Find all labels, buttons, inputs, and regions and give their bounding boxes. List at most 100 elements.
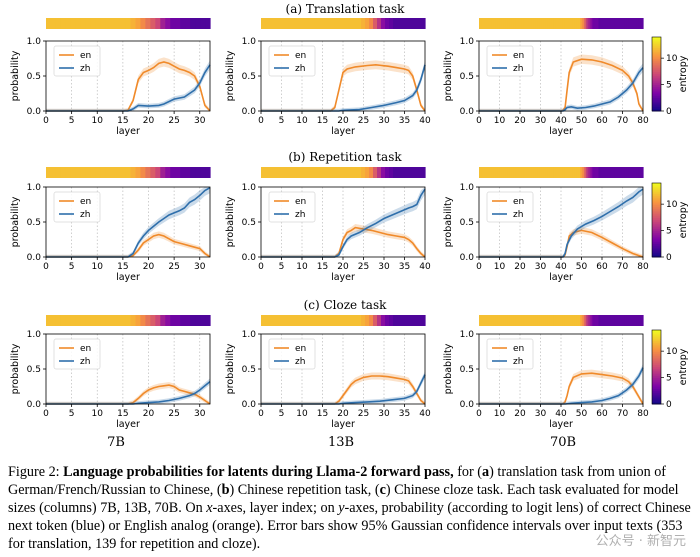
entropy-cell xyxy=(616,18,620,29)
x-axis-label: layer xyxy=(116,419,140,430)
entropy-cell xyxy=(630,315,634,326)
x-tick-label: 70 xyxy=(617,409,629,419)
entropy-cell xyxy=(175,315,181,326)
entropy-cell xyxy=(305,18,310,29)
colorbar-frame xyxy=(651,329,662,405)
entropy-cell xyxy=(529,315,533,326)
entropy-cell xyxy=(140,167,146,178)
entropy-cell xyxy=(110,167,117,178)
colorbar-label: entropy xyxy=(678,55,689,92)
colorbar-cell xyxy=(652,186,661,190)
colorbar-cell xyxy=(652,348,661,351)
entropy-cell xyxy=(505,18,508,29)
colorbar-cell xyxy=(652,223,661,227)
entropy-cell xyxy=(545,18,549,29)
entropy-cell xyxy=(525,167,529,178)
entropy-cell xyxy=(333,18,338,29)
entropy-cell xyxy=(598,18,602,29)
entropy-cell xyxy=(385,167,390,178)
entropy-cell xyxy=(547,315,551,326)
entropy-cell xyxy=(549,167,553,178)
entropy-cell xyxy=(417,18,422,29)
entropy-cell xyxy=(145,18,151,29)
entropy-cell xyxy=(570,18,573,29)
colorbar-cell xyxy=(652,337,661,340)
entropy-cell xyxy=(120,167,127,178)
entropy-cell xyxy=(265,18,270,29)
colorbar-tick-label: 0 xyxy=(666,253,672,263)
entropy-cell xyxy=(381,18,386,29)
entropy-cell xyxy=(594,18,598,29)
entropy-cell xyxy=(205,18,211,29)
colorbar-cell xyxy=(652,402,661,405)
x-tick-label: 15 xyxy=(117,262,128,272)
entropy-cell xyxy=(140,18,146,29)
y-tick-label: 1.0 xyxy=(460,183,475,193)
entropy-cell xyxy=(501,167,504,178)
entropy-cell xyxy=(115,167,122,178)
colorbar-cell xyxy=(652,94,661,97)
entropy-cell xyxy=(145,315,151,326)
entropy-cell xyxy=(535,315,539,326)
entropy-cell xyxy=(551,18,555,29)
colorbar-tick-label: 5 xyxy=(666,227,672,237)
entropy-cell xyxy=(185,18,191,29)
entropy-cell xyxy=(521,167,525,178)
entropy-cell xyxy=(547,18,551,29)
colorbar-cell xyxy=(652,339,661,342)
zh-series-line xyxy=(479,67,644,112)
colorbar-cell xyxy=(652,398,661,401)
colorbar-cell xyxy=(652,365,661,368)
colorbar-cell xyxy=(652,214,661,217)
entropy-cell xyxy=(539,167,543,178)
x-tick-label: 30 xyxy=(194,116,206,126)
colorbar-cell xyxy=(652,201,661,204)
entropy-cell xyxy=(175,167,181,178)
entropy-cell xyxy=(485,167,488,178)
entropy-cell xyxy=(160,18,166,29)
entropy-cell xyxy=(634,167,638,178)
colorbar-cell xyxy=(652,218,661,221)
colorbar-cell xyxy=(652,212,661,215)
entropy-cell xyxy=(616,167,620,178)
entropy-cell xyxy=(491,315,494,326)
entropy-cell xyxy=(632,315,636,326)
colorbar-cell xyxy=(652,199,661,202)
entropy-cell xyxy=(170,167,176,178)
entropy-cell xyxy=(95,167,102,178)
entropy-cell xyxy=(576,315,579,326)
entropy-cell xyxy=(285,315,290,326)
entropy-cell xyxy=(620,315,624,326)
colorbar-cell xyxy=(652,208,661,212)
entropy-cell xyxy=(325,18,330,29)
column-label-1: 13B xyxy=(328,435,354,450)
entropy-cell xyxy=(90,315,97,326)
colorbar-cell xyxy=(652,240,661,243)
entropy-cell xyxy=(523,18,527,29)
entropy-cell xyxy=(341,18,346,29)
colorbar-cell xyxy=(652,40,661,44)
row-title-1: (b) Repetition task xyxy=(288,150,402,164)
x-tick-label: 80 xyxy=(637,409,649,419)
entropy-cell xyxy=(620,167,624,178)
legend-box xyxy=(486,191,534,223)
entropy-cell xyxy=(582,167,585,178)
entropy-cell xyxy=(612,18,616,29)
entropy-cell xyxy=(507,315,510,326)
entropy-cell xyxy=(505,167,508,178)
colorbar-cell xyxy=(652,72,661,75)
entropy-cell xyxy=(389,18,394,29)
x-axis-label: layer xyxy=(331,272,355,283)
y-tick-label: 1.0 xyxy=(27,37,42,47)
entropy-cell xyxy=(393,315,398,326)
entropy-cell xyxy=(120,18,127,29)
colorbar-cell xyxy=(652,49,661,53)
x-axis-label: layer xyxy=(549,272,573,283)
y-tick-label: 0.0 xyxy=(460,253,475,263)
entropy-cell xyxy=(493,18,496,29)
y-tick-label: 0.5 xyxy=(27,72,41,82)
en-series-line xyxy=(46,384,211,405)
entropy-cell xyxy=(606,18,610,29)
colorbar-cell xyxy=(652,70,661,73)
entropy-cell xyxy=(65,167,72,178)
